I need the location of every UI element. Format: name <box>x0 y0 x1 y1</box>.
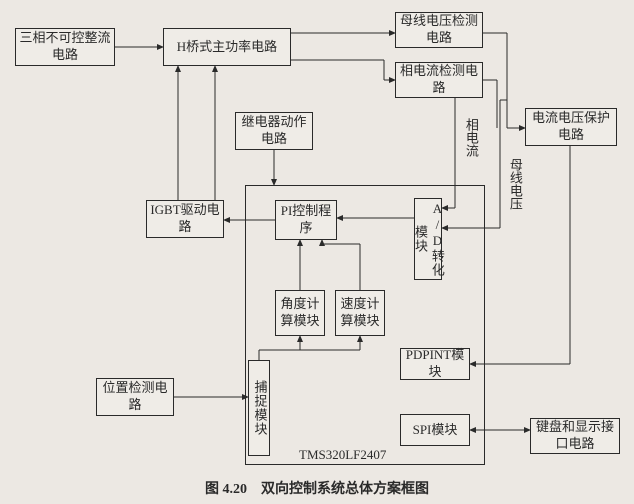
label-bus-voltage: 母线电压 <box>506 158 523 210</box>
diagram-canvas: TMS320LF2407 相电流 母线电压 三相不可控整流电路 H桥式主功率电路… <box>0 0 634 504</box>
block-bus-voltage-detect: 母线电压检测电路 <box>395 12 483 48</box>
block-pdpint-module: PDPINT模块 <box>400 348 470 380</box>
block-label: A/D转化模块 <box>411 201 445 277</box>
block-position-detect: 位置检测电路 <box>96 378 174 416</box>
block-capture-module: 捕捉模块 <box>248 360 270 456</box>
block-label: 三相不可控整流电路 <box>18 30 112 64</box>
block-phase-current-detect: 相电流检测电路 <box>395 62 483 98</box>
block-label: 速度计算模块 <box>338 296 382 330</box>
block-label: 捕捉模块 <box>251 380 268 436</box>
block-spi-module: SPI模块 <box>400 414 470 446</box>
block-label: PI控制程序 <box>278 203 334 237</box>
block-label: SPI模块 <box>413 422 458 439</box>
block-label: 位置检测电路 <box>99 380 171 414</box>
block-label: H桥式主功率电路 <box>177 39 277 56</box>
block-relay-drive: 继电器动作电路 <box>235 112 313 150</box>
block-label: IGBT驱动电路 <box>149 202 221 236</box>
block-label: 继电器动作电路 <box>238 114 310 148</box>
block-igbt-drive: IGBT驱动电路 <box>146 200 224 238</box>
block-label: 相电流检测电路 <box>398 63 480 97</box>
block-3phase-rectifier: 三相不可控整流电路 <box>15 28 115 66</box>
block-label: 电流电压保护电路 <box>528 110 614 144</box>
block-ad-module: A/D转化模块 <box>414 198 442 280</box>
block-label: 键盘和显示接口电路 <box>533 419 617 453</box>
block-protect-circuit: 电流电压保护电路 <box>525 108 617 146</box>
block-label: 角度计算模块 <box>278 296 322 330</box>
figure-caption: 图 4.20 双向控制系统总体方案框图 <box>0 478 634 498</box>
block-angle-calc: 角度计算模块 <box>275 290 325 336</box>
mcu-chip-label: TMS320LF2407 <box>299 447 386 464</box>
block-keyboard-display: 键盘和显示接口电路 <box>530 418 620 454</box>
block-pi-control: PI控制程序 <box>275 200 337 240</box>
block-hbridge: H桥式主功率电路 <box>163 28 291 66</box>
label-phase-current: 相电流 <box>462 118 479 157</box>
block-label: PDPINT模块 <box>403 347 467 381</box>
block-label: 母线电压检测电路 <box>398 13 480 47</box>
block-speed-calc: 速度计算模块 <box>335 290 385 336</box>
